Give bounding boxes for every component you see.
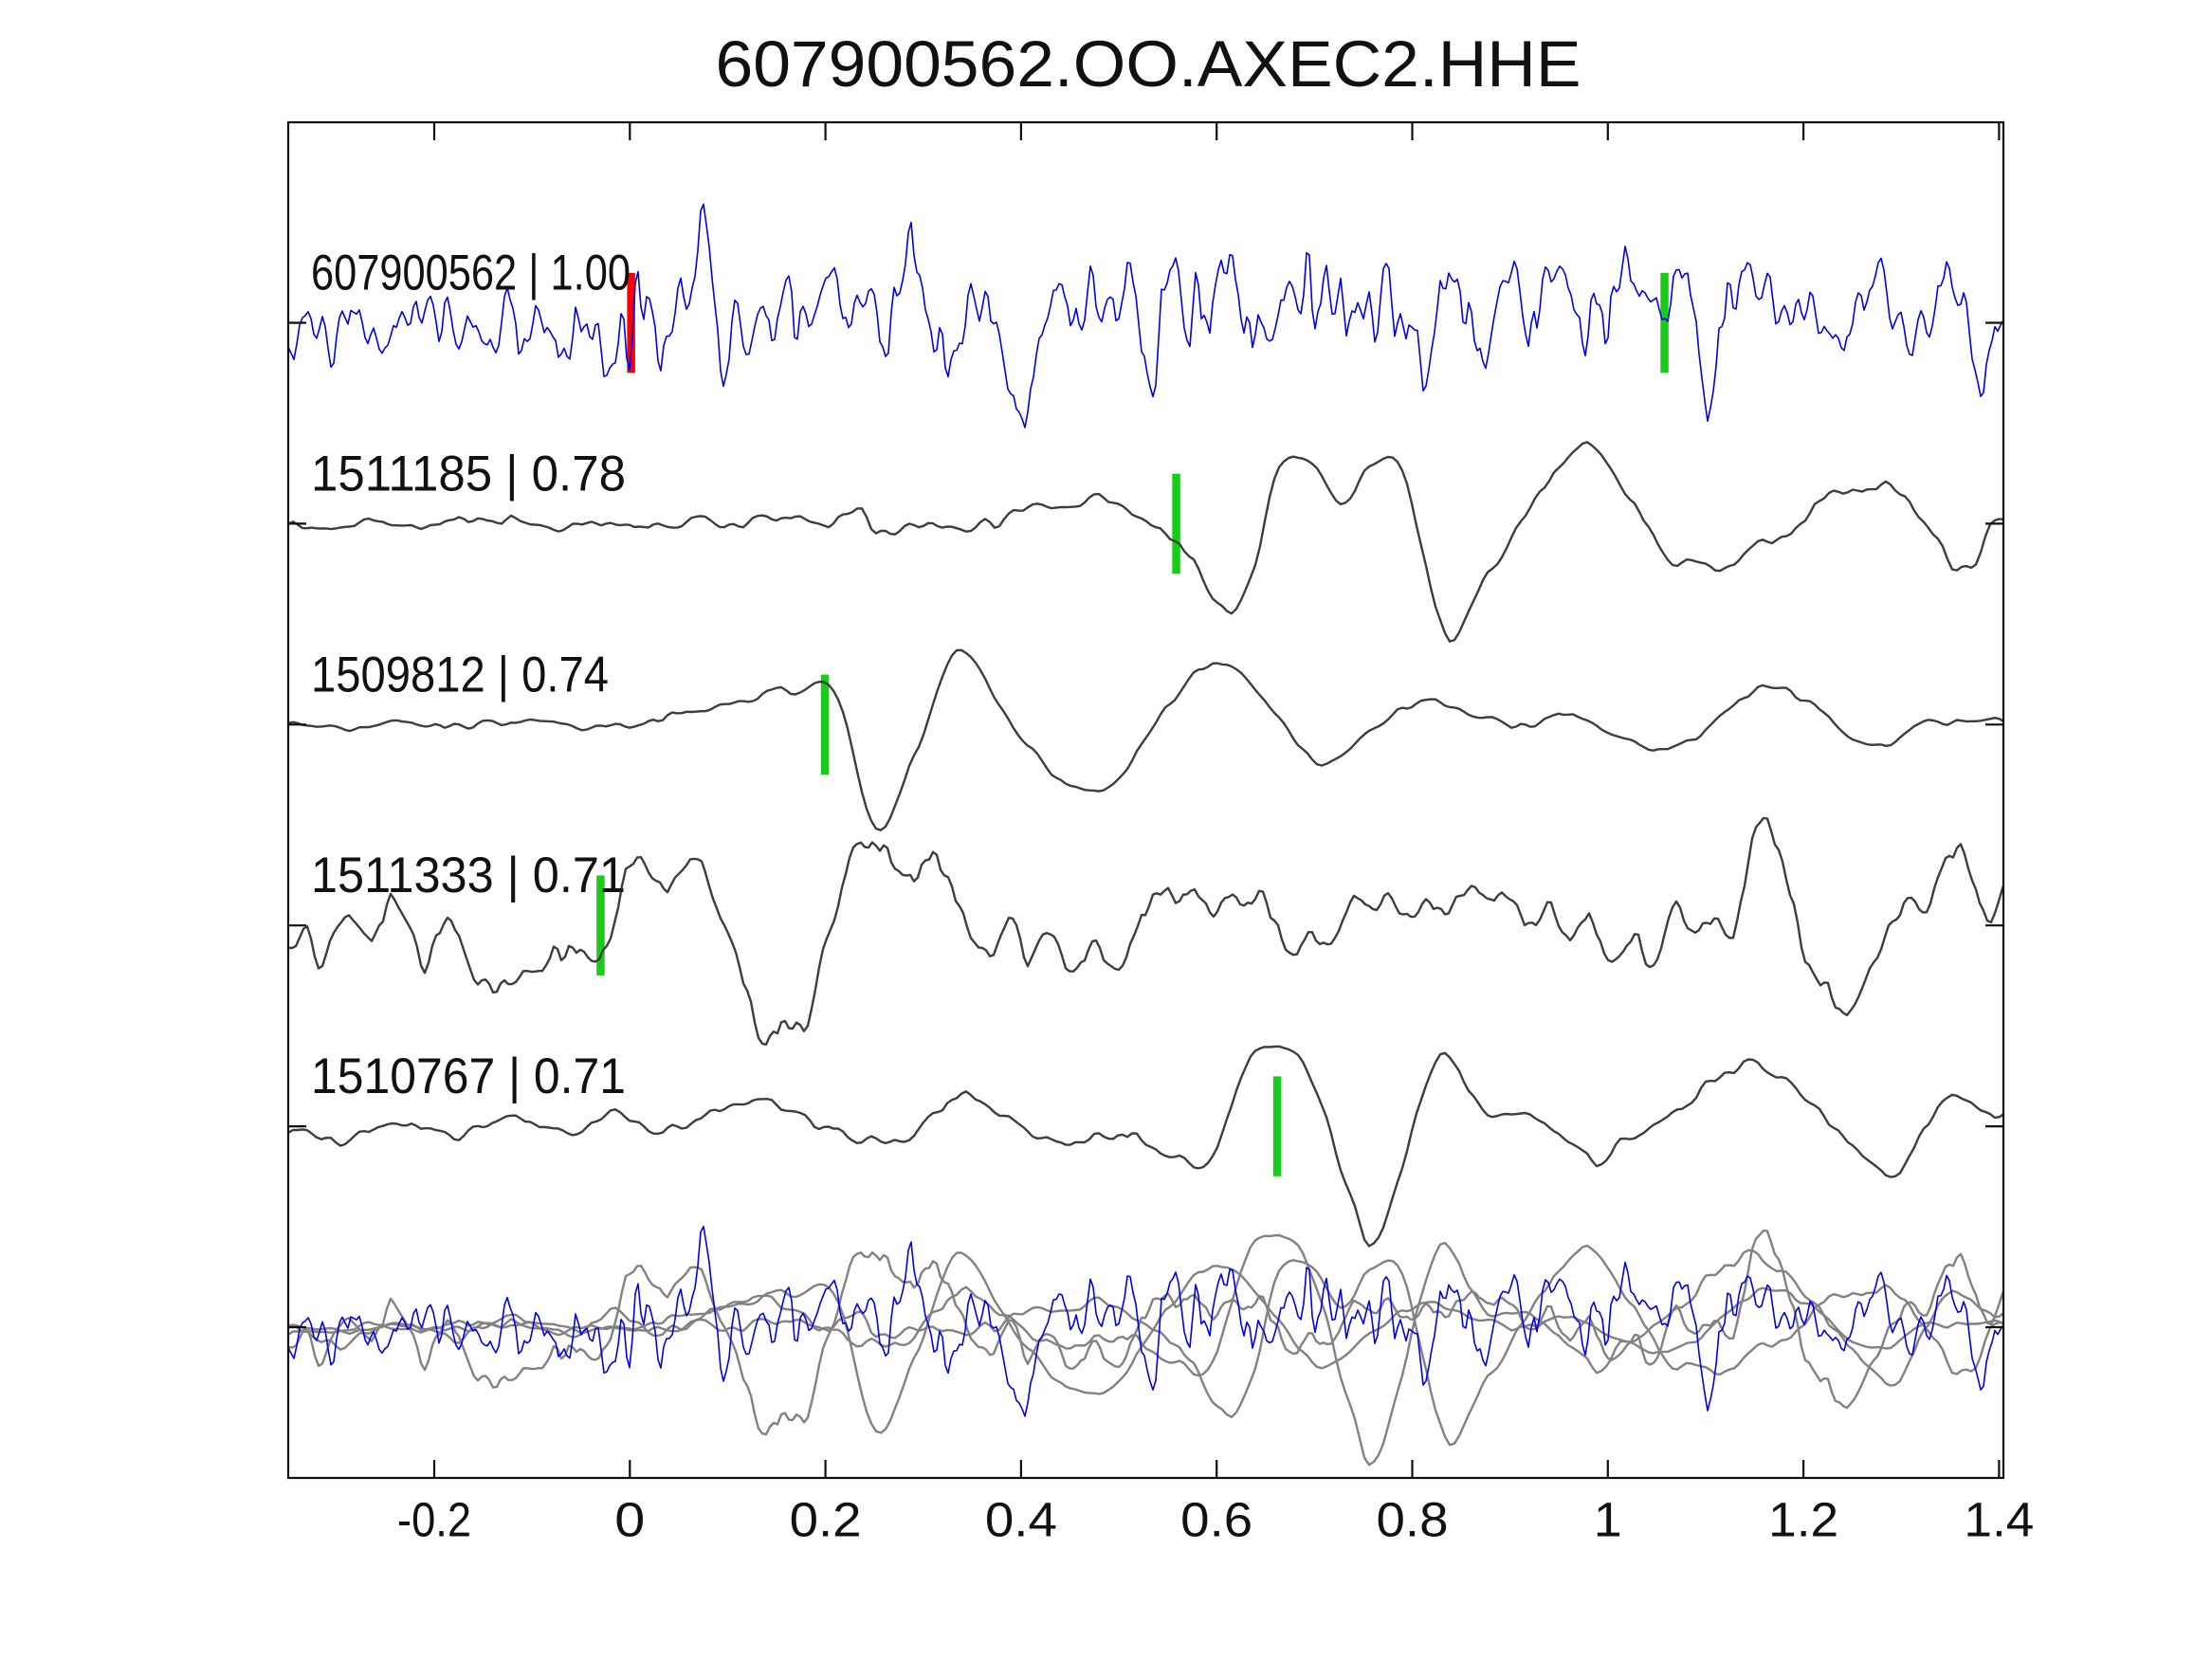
svg-text:0.8: 0.8 — [1377, 1493, 1449, 1547]
svg-text:1.4: 1.4 — [1964, 1493, 2034, 1547]
svg-text:1510767 | 0.71: 1510767 | 0.71 — [311, 1048, 626, 1104]
svg-text:0.2: 0.2 — [790, 1493, 862, 1547]
svg-text:1511333 | 0.71: 1511333 | 0.71 — [311, 848, 626, 903]
svg-text:1509812 | 0.74: 1509812 | 0.74 — [311, 647, 609, 702]
svg-text:-0.2: -0.2 — [397, 1493, 471, 1547]
svg-text:0.6: 0.6 — [1180, 1493, 1252, 1547]
svg-text:607900562.OO.AXEC2.HHE: 607900562.OO.AXEC2.HHE — [716, 27, 1581, 100]
svg-text:1511185 | 0.78: 1511185 | 0.78 — [311, 446, 626, 501]
svg-text:1.2: 1.2 — [1768, 1493, 1838, 1547]
svg-text:0: 0 — [614, 1493, 645, 1547]
svg-text:0.4: 0.4 — [985, 1493, 1057, 1547]
svg-text:1: 1 — [1594, 1493, 1622, 1547]
svg-text:607900562 | 1.00: 607900562 | 1.00 — [311, 246, 631, 301]
